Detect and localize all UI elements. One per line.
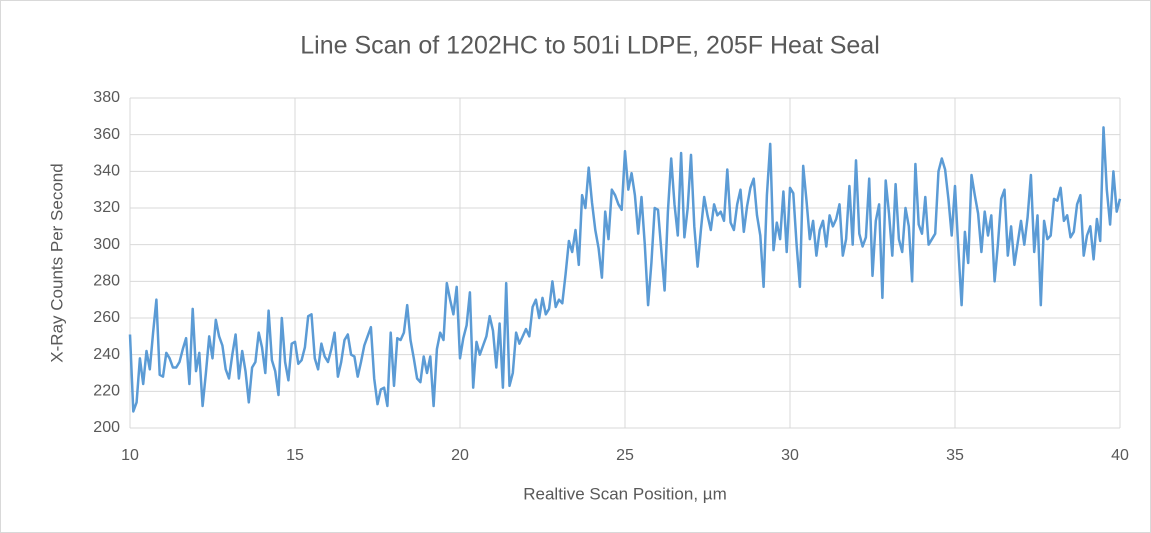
- data-line: [128, 126, 1122, 413]
- y-tick-label: 320: [93, 199, 120, 216]
- chart-title: Line Scan of 1202HC to 501i LDPE, 205F H…: [300, 32, 880, 60]
- x-tick-label: 20: [451, 447, 469, 464]
- y-tick-label: 280: [93, 273, 120, 290]
- y-tick-label: 360: [93, 126, 120, 143]
- x-axis-label: Realtive Scan Position, µm: [523, 484, 727, 503]
- y-tick-label: 380: [93, 89, 120, 106]
- x-tick-label: 15: [286, 447, 304, 464]
- x-tick-label: 25: [616, 447, 634, 464]
- y-tick-label: 300: [93, 236, 120, 253]
- x-tick-label: 35: [946, 447, 964, 464]
- y-tick-label: 200: [93, 419, 120, 436]
- y-tick-label: 340: [93, 163, 120, 180]
- y-tick-label: 240: [93, 346, 120, 363]
- y-tick-label: 220: [93, 383, 120, 400]
- y-tick-label: 260: [93, 309, 120, 326]
- y-axis-label: X-Ray Counts Per Second: [47, 163, 66, 362]
- x-tick-label: 10: [121, 447, 139, 464]
- plot-area: 200 220 240 260 280 300 320 340 360 380 10 15 20 25 30…: [93, 89, 1129, 464]
- x-tick-label: 30: [781, 447, 799, 464]
- x-tick-label: 40: [1111, 447, 1129, 464]
